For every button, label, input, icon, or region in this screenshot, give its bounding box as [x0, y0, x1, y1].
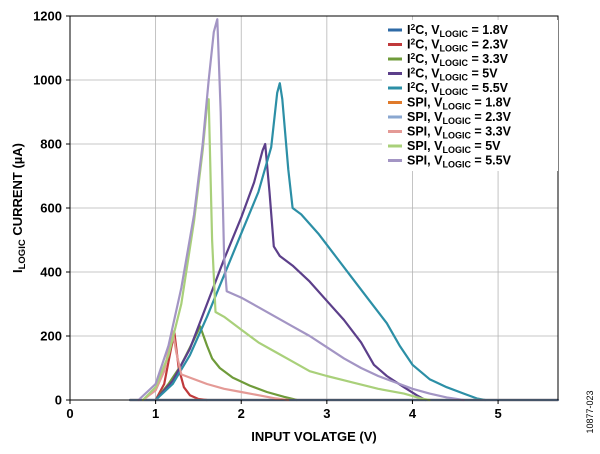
legend-item: SPI, VLOGIC = 5.5V	[388, 154, 512, 170]
legend-item: I2C, VLOGIC = 5.5V	[388, 80, 509, 97]
legend-label: I2C, VLOGIC = 2.3V	[407, 37, 509, 54]
y-axis-title-rest: CURRENT (µA)	[10, 143, 25, 239]
legend-label: SPI, VLOGIC = 1.8V	[407, 96, 512, 112]
y-tick-label: 0	[55, 393, 62, 408]
legend-label: SPI, VLOGIC = 5.5V	[407, 154, 512, 170]
y-tick-label: 600	[40, 201, 62, 216]
legend-item: SPI, VLOGIC = 3.3V	[388, 125, 512, 141]
series-line-8	[141, 330, 290, 402]
legend-label: SPI, VLOGIC = 5V	[407, 139, 501, 155]
legend-item: SPI, VLOGIC = 5V	[388, 139, 501, 155]
legend-item: I2C, VLOGIC = 3.3V	[388, 51, 509, 68]
legend-label: I2C, VLOGIC = 3.3V	[407, 51, 509, 68]
legend-item: SPI, VLOGIC = 1.8V	[388, 96, 512, 112]
x-tick-label: 1	[152, 406, 159, 421]
legend-label: I2C, VLOGIC = 1.8V	[407, 22, 509, 39]
x-tick-label: 4	[409, 406, 417, 421]
legend-item: I2C, VLOGIC = 5V	[388, 66, 498, 83]
y-axis-title: ILOGIC CURRENT (µA)	[10, 143, 28, 273]
y-tick-label: 1200	[33, 9, 62, 24]
legend-item: I2C, VLOGIC = 1.8V	[388, 22, 509, 39]
y-tick-label: 200	[40, 329, 62, 344]
x-tick-label: 5	[494, 406, 501, 421]
legend-label: SPI, VLOGIC = 3.3V	[407, 125, 512, 141]
tick-labels: 0 1 2 3 4 5 0 200 400 600 800 1000 1200	[33, 9, 502, 422]
series-line-9	[141, 98, 431, 402]
series-line-5	[154, 82, 487, 402]
y-axis-title-main: I	[10, 269, 25, 273]
x-tick-label: 2	[238, 406, 245, 421]
x-tick-label: 3	[323, 406, 330, 421]
legend-item: I2C, VLOGIC = 2.3V	[388, 37, 509, 54]
legend-label: SPI, VLOGIC = 2.3V	[407, 110, 512, 126]
legend-label: I2C, VLOGIC = 5V	[407, 66, 498, 83]
series-line-4	[154, 142, 427, 402]
x-tick-label: 0	[66, 406, 73, 421]
legend-label: I2C, VLOGIC = 5.5V	[407, 80, 509, 97]
y-tick-label: 400	[40, 265, 62, 280]
y-axis-title-sub: LOGIC	[17, 239, 28, 269]
x-axis-title: INPUT VOLATGE (V)	[251, 429, 376, 444]
legend-background	[382, 20, 558, 171]
legend-item: SPI, VLOGIC = 2.3V	[388, 110, 512, 126]
figure-id: 10877-023	[585, 390, 595, 433]
series-line-10	[137, 18, 465, 402]
y-tick-label: 800	[40, 137, 62, 152]
y-tick-label: 1000	[33, 73, 62, 88]
